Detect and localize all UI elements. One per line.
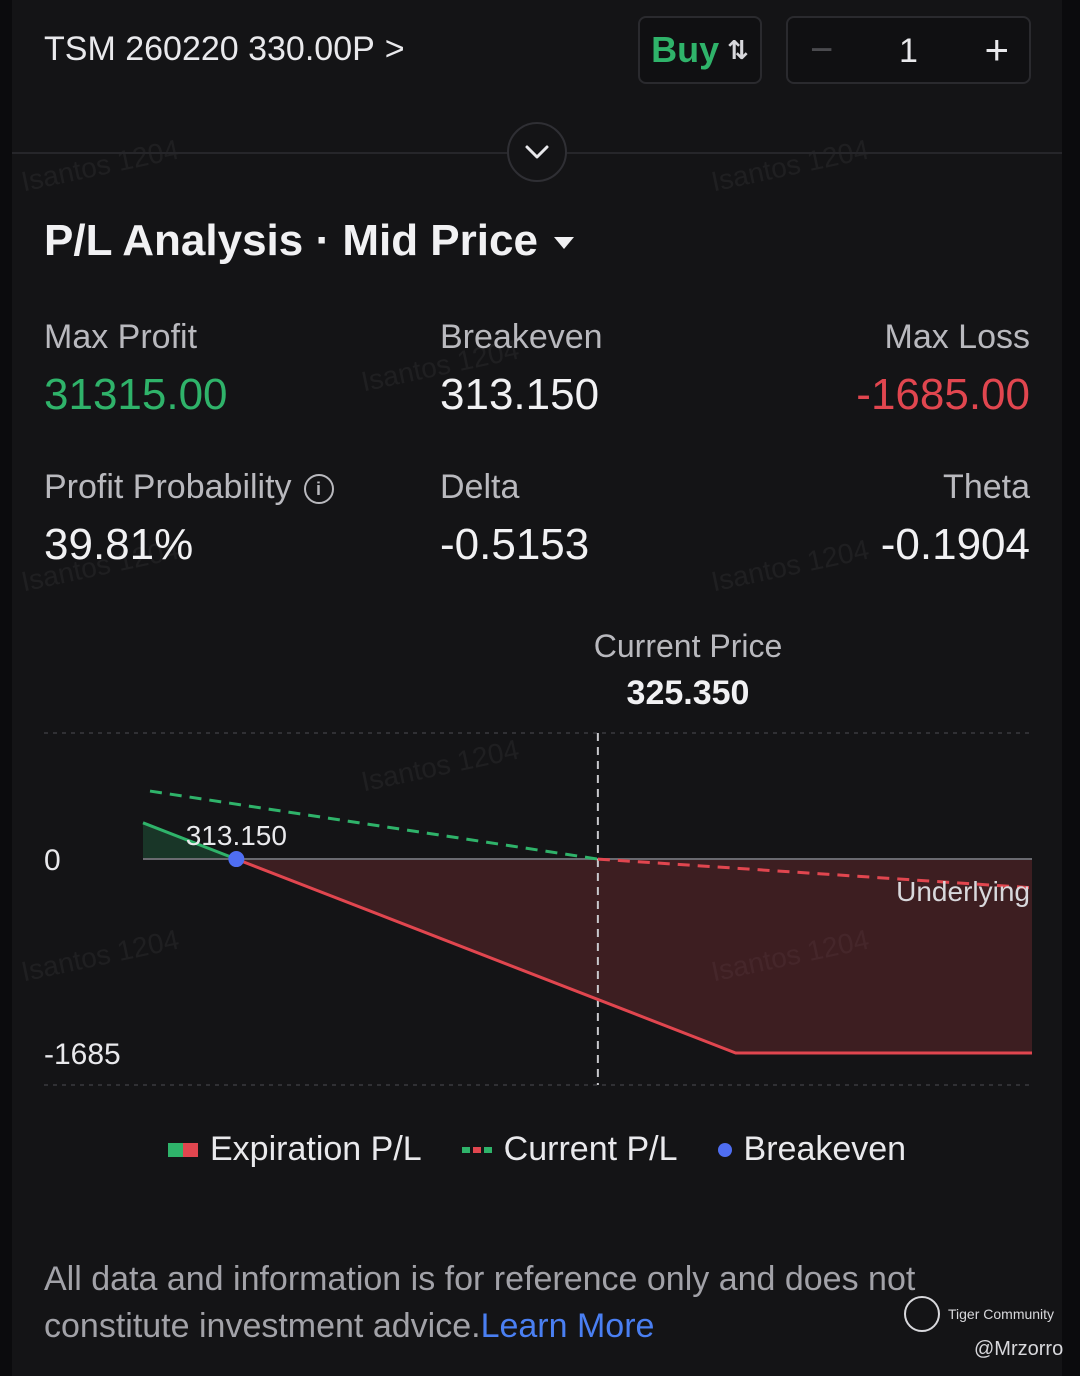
option-symbol-link[interactable]: TSM 260220 330.00P > [44, 30, 405, 69]
profit-probability-text: Profit Probability [44, 468, 292, 506]
current-price-value: 325.350 [626, 674, 750, 712]
disclaimer-text: All data and information is for referenc… [44, 1260, 916, 1345]
current-swatch [461, 1146, 492, 1153]
legend-current: Current P/L [461, 1130, 678, 1169]
quantity-value[interactable]: 1 [899, 32, 918, 70]
breakeven-marker-label: 313.150 [186, 820, 287, 851]
pl-panel [12, 0, 1062, 1376]
delta-value: -0.5153 [440, 520, 590, 569]
expiration-swatch [168, 1142, 198, 1157]
brand-name: Tiger Community [948, 1306, 1055, 1322]
max-loss-label: Max Loss [884, 318, 1031, 356]
profit-probability-value: 39.81% [44, 520, 194, 569]
legend-expiration-label: Expiration P/L [210, 1130, 422, 1168]
pl-chart: 313.150 0 -1685 Underlying [44, 732, 1033, 1086]
brand-badge: Tiger Community [904, 1296, 1054, 1332]
tiger-logo-icon [904, 1296, 940, 1332]
swap-icon: ⇅ [727, 34, 749, 65]
legend-breakeven: Breakeven [717, 1130, 907, 1169]
author-handle: @Mrzorro [974, 1338, 1064, 1360]
chevron-down-icon [525, 145, 549, 159]
info-icon[interactable]: i [303, 474, 334, 505]
breakeven-value: 313.150 [440, 370, 600, 419]
chart-legend: Expiration P/L Current P/L Breakeven [168, 1130, 946, 1169]
delta-label: Delta [440, 468, 520, 506]
legend-expiration: Expiration P/L [168, 1130, 422, 1169]
caret-down-icon [553, 237, 574, 249]
expiration-pl-profit-line [142, 821, 237, 861]
expiration-pl-loss-line [235, 857, 1032, 1055]
current-price-label: Current Price [593, 628, 783, 664]
legend-breakeven-label: Breakeven [743, 1130, 907, 1168]
breakeven-point [228, 851, 245, 868]
max-profit-label: Max Profit [44, 318, 198, 356]
disclaimer: All data and information is for referenc… [44, 1256, 1034, 1350]
increase-button[interactable]: + [984, 26, 1009, 73]
loss-area [236, 859, 1033, 1053]
buy-sell-toggle[interactable]: Buy ⇅ [638, 16, 762, 84]
pl-analysis-label: P/L Analysis · Mid Price [44, 216, 538, 265]
profit-probability-label: Profit Probability i [44, 468, 334, 507]
breakeven-swatch [717, 1142, 732, 1157]
current-pl-loss-line [597, 857, 1033, 890]
side-label: Buy [651, 29, 720, 70]
chevron-right-icon: > [384, 30, 405, 68]
option-symbol: TSM 260220 330.00P [44, 30, 375, 68]
legend-current-label: Current P/L [503, 1130, 678, 1168]
y-tick-min: -1685 [44, 1038, 121, 1071]
y-tick-zero: 0 [44, 844, 61, 877]
quantity-stepper: − 1 + [786, 16, 1031, 84]
collapse-button[interactable] [507, 122, 567, 182]
breakeven-label: Breakeven [440, 318, 603, 356]
decrease-button[interactable]: − [810, 28, 834, 72]
max-loss-value: -1685.00 [856, 370, 1030, 419]
underlying-label: Underlying [896, 876, 1030, 907]
theta-label: Theta [943, 468, 1030, 506]
pl-analysis-title[interactable]: P/L Analysis · Mid Price [44, 216, 574, 266]
learn-more-link[interactable]: Learn More [480, 1307, 655, 1345]
theta-value: -0.1904 [880, 520, 1030, 569]
max-profit-value: 31315.00 [44, 370, 228, 419]
current-pl-profit-line [149, 789, 599, 861]
